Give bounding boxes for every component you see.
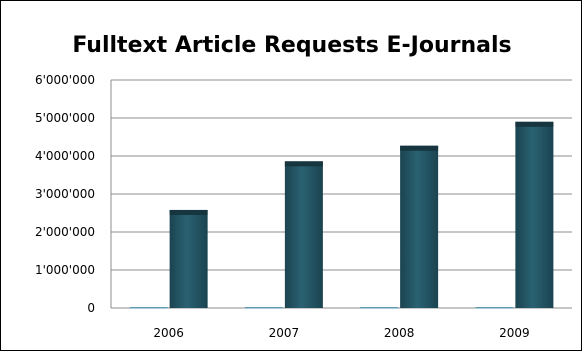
y-tick-label: 1'000'000 bbox=[35, 263, 95, 277]
bar-series-2 bbox=[515, 121, 554, 308]
x-tick-label: 2007 bbox=[269, 326, 300, 340]
chart-title: Fulltext Article Requests E-Journals bbox=[72, 33, 511, 58]
y-tick-label: 5'000'000 bbox=[35, 111, 95, 125]
bar-series-1 bbox=[244, 307, 283, 309]
x-tick-label: 2006 bbox=[153, 326, 184, 340]
bars bbox=[129, 121, 554, 309]
bar-top-cap bbox=[400, 145, 439, 151]
bar-series-2 bbox=[169, 209, 208, 308]
x-tick-label: 2008 bbox=[384, 326, 415, 340]
bar-series-1 bbox=[360, 307, 399, 309]
y-tick-label: 0 bbox=[87, 301, 95, 315]
bar-series-1 bbox=[129, 307, 168, 309]
bar-top-cap bbox=[515, 121, 554, 127]
bar-series-2 bbox=[400, 145, 439, 308]
y-tick-label: 4'000'000 bbox=[35, 149, 95, 163]
y-tick-label: 6'000'000 bbox=[35, 73, 95, 87]
y-axis-tick-labels: 0 1'000'000 2'000'000 3'000'000 4'000'000 5'0… bbox=[35, 73, 95, 315]
bar-top-cap bbox=[169, 209, 208, 215]
x-axis-tick-labels: 2006 2007 2008 2009 bbox=[153, 326, 529, 340]
x-tick-label: 2009 bbox=[499, 326, 530, 340]
bar-series-1 bbox=[475, 307, 514, 309]
y-tick-label: 2'000'000 bbox=[35, 225, 95, 239]
bar-top-cap bbox=[284, 161, 323, 167]
y-tick-label: 3'000'000 bbox=[35, 187, 95, 201]
bar-series-2 bbox=[284, 161, 323, 308]
